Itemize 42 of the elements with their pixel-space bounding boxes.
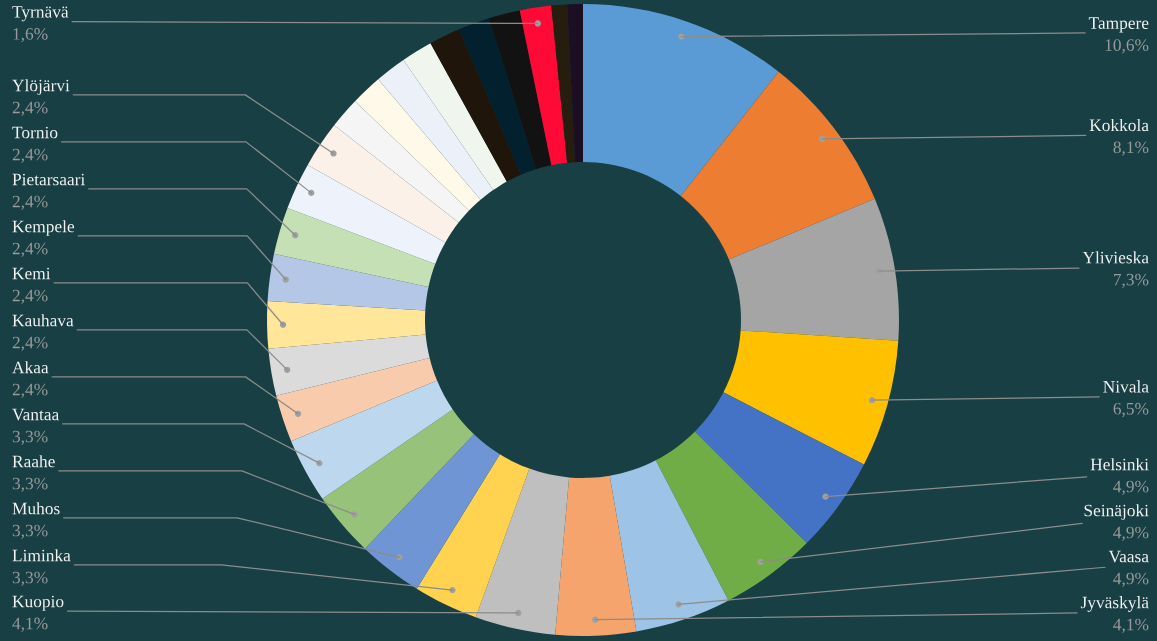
data-label: 3,3% <box>12 571 48 586</box>
data-label: 3,3% <box>12 477 48 492</box>
data-label: 4,1% <box>12 617 48 632</box>
slice-label: Raahe <box>12 455 55 468</box>
slice-label: Pietarsaari <box>12 173 85 186</box>
slice-label: Vantaa <box>12 408 59 421</box>
data-label: 4,1% <box>1113 618 1149 633</box>
slice-label: Tampere <box>1088 17 1149 33</box>
data-label: 3,3% <box>12 430 48 445</box>
slice-label: Akaa <box>12 361 49 374</box>
slice-label: Tyrnävä <box>12 6 69 22</box>
data-label: 10,6% <box>1105 39 1149 54</box>
slice-label: Nivala <box>1103 380 1149 393</box>
data-label: 2,4% <box>12 101 48 116</box>
data-label: 2,4% <box>12 336 48 351</box>
slice-label: Jyväskylä <box>1080 596 1149 612</box>
slice-label: Kokkola <box>1089 118 1149 132</box>
slice-label: Kuopio <box>12 595 64 611</box>
data-label: 1,6% <box>13 28 48 43</box>
data-label: 4,9% <box>1113 572 1149 587</box>
slice-label: Ylöjärvi <box>12 79 70 95</box>
data-label: 2,4% <box>12 289 48 304</box>
data-label: 4,9% <box>1113 480 1149 495</box>
slice-label: Liminka <box>12 549 71 562</box>
slice-label: Seinäjoki <box>1084 504 1149 520</box>
data-label: 8,1% <box>1113 141 1149 156</box>
data-label: 2,4% <box>12 242 48 257</box>
data-label: 2,4% <box>12 383 48 398</box>
data-label: 7,3% <box>1113 273 1149 288</box>
slice-label: Muhos <box>12 502 60 515</box>
data-label: 2,4% <box>12 148 48 163</box>
slice-label: Helsinki <box>1090 458 1149 471</box>
data-label: 2,4% <box>12 195 48 210</box>
slice-label: Kempele <box>12 220 75 236</box>
data-label: 3,3% <box>12 524 48 539</box>
data-label: 6,5% <box>1113 402 1149 418</box>
slice-label: Ylivieska <box>1082 251 1149 264</box>
slice-label: Kemi <box>12 267 51 280</box>
slice-label: Kauhava <box>12 314 74 327</box>
data-label: 4,9% <box>1113 526 1149 541</box>
slice-label: Tornio <box>12 126 58 139</box>
slice-label: Vaasa <box>1108 550 1149 563</box>
